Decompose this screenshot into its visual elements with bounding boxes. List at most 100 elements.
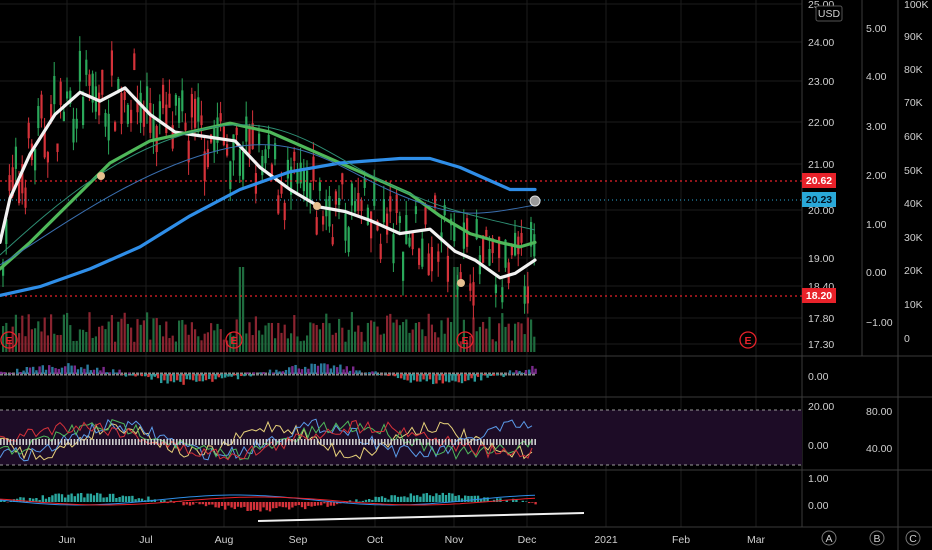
volume-bar [107,321,110,352]
macd-bar [86,493,89,502]
oscillator-tick [396,439,399,445]
histogram-bar [188,374,192,380]
histogram-bar [300,369,304,374]
volume-bar [146,312,149,352]
scale-button-a[interactable]: A [821,530,837,546]
oscillator-tick [153,439,156,445]
volume-bar [94,336,97,352]
candle-body [168,93,171,108]
candle-body [261,155,264,176]
volume-bar [88,312,91,352]
hist-axis-label: 0.00 [808,371,829,383]
volume-bar [520,323,523,352]
oscillator-tick [38,439,40,445]
osc-axis-label: 80.00 [866,406,892,418]
macd-bar [320,502,323,506]
candle-body [277,195,280,214]
drawn-trendline[interactable] [257,512,585,522]
oscillator-tick [182,439,184,445]
scale-button-b[interactable]: B [869,530,885,546]
price-tag-upper: 20.62 [802,173,836,188]
oscillator-tick [518,439,520,445]
oscillator-tick [160,439,162,445]
macd-bar [131,495,134,502]
histogram-bar [528,369,531,374]
oscillator-tick [291,439,293,445]
candle-body [405,215,408,244]
volume-bar [469,335,472,352]
volume-bar [280,332,283,352]
oscillator-tick [358,439,360,445]
candle-body [338,198,341,205]
candle-body [88,74,91,86]
histogram-bar [387,374,390,377]
macd-bar [118,497,121,502]
grid-lines [0,0,802,527]
candle-body [14,146,17,169]
macd-bar [435,493,438,502]
event-dot[interactable] [457,279,465,287]
candle-body [50,104,53,122]
event-dot[interactable] [97,172,105,180]
currency-badge[interactable]: USD [815,5,843,22]
histogram-bar [419,374,422,382]
oscillator-tick [60,439,63,445]
histogram-bar [25,366,28,374]
candle-body [469,283,472,291]
volume-bar [110,315,113,352]
oscillator-tick [288,439,290,445]
volume-bar [229,332,232,352]
oscillator-tick [166,439,168,445]
macd-bar [73,496,76,502]
event-dot[interactable] [313,202,321,210]
candle-body [158,101,161,121]
volume-bar [66,312,69,352]
candle-body [75,118,78,129]
candle-body [18,176,21,204]
candle-body [21,163,24,194]
histogram-bar [67,363,70,374]
volume-bar [485,328,488,352]
scale-button-c[interactable]: C [905,530,921,546]
volume-bar [261,334,264,352]
histogram-bar [96,367,99,374]
macd-bar [214,502,217,508]
volume-bar [392,322,395,352]
histogram-bar [278,371,281,374]
histogram-bar [19,372,22,374]
candle-body [139,92,142,123]
oscillator-tick [185,439,188,445]
volume-bar [197,336,200,352]
macd-bar [249,502,252,511]
earnings-markers[interactable]: E E E E [0,331,757,349]
macd-bar [99,493,102,502]
histogram-bar [416,374,419,382]
macd-bar [70,493,73,502]
histogram-bar [3,371,6,374]
volume-bar [408,332,411,352]
volume-bar [530,319,533,352]
candle-body [101,69,104,95]
candle-body [520,232,523,243]
candle-body [370,211,373,239]
oscillator-tick [16,439,18,445]
volume-bar [254,316,257,352]
macd-bar [371,499,374,502]
macd-bar [115,498,118,502]
last-price-dot[interactable] [529,195,541,207]
macd-bar [393,495,396,502]
macd-bar [224,502,227,510]
time-tick-label: Nov [445,534,464,546]
volume-bar [328,323,331,352]
macd-bar [368,499,371,502]
volume-bar [194,329,197,352]
macd-bar [323,502,326,504]
volume-tick-label: 50K [904,165,923,177]
histogram-bar [92,369,96,374]
candle-body [181,90,184,112]
histogram-bar [41,365,44,374]
histogram-bar [339,364,342,374]
volume-bar [158,325,161,352]
macd-bar [326,502,329,507]
oscillator-tick [313,439,316,445]
